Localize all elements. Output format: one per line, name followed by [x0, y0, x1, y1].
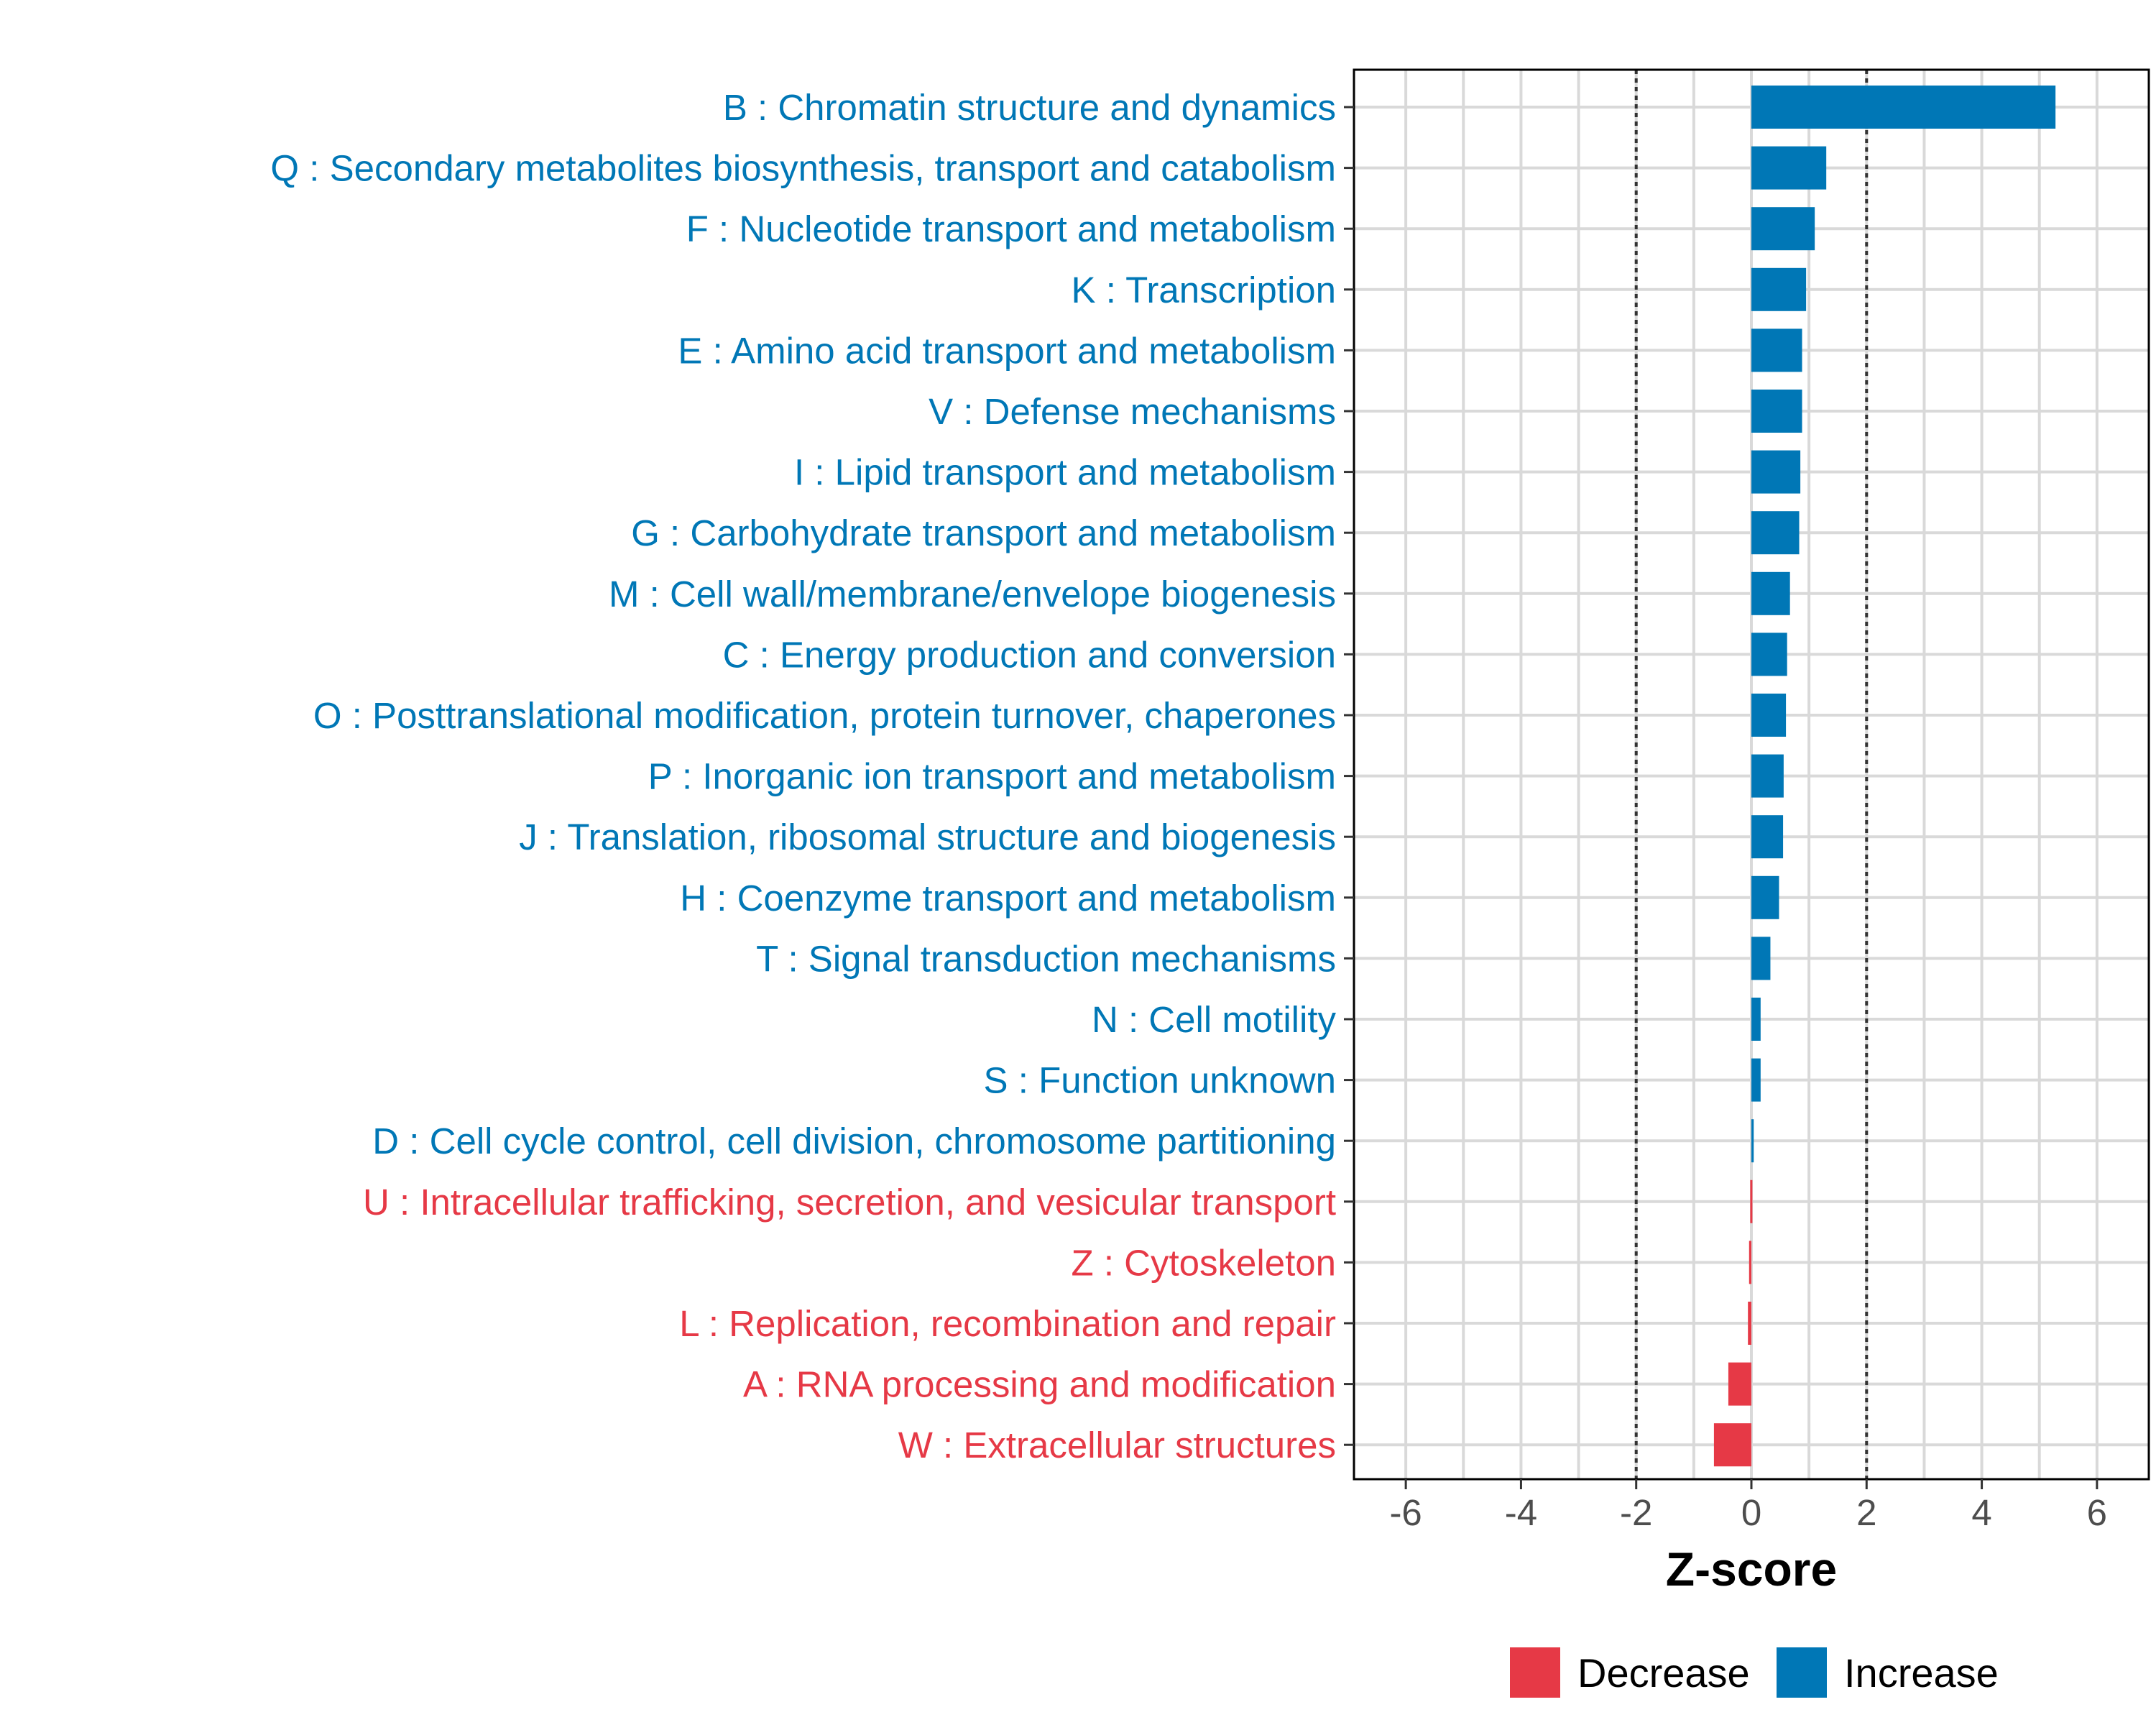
category-label: H : Coenzyme transport and metabolism [680, 878, 1336, 919]
category-label: C : Energy production and conversion [723, 634, 1336, 675]
legend-swatch [1510, 1647, 1560, 1698]
category-label: Q : Secondary metabolites biosynthesis, … [270, 148, 1336, 189]
category-label: K : Transcription [1072, 270, 1336, 310]
bar [1751, 754, 1784, 798]
bar [1751, 632, 1787, 676]
x-axis-title: Z-score [1666, 1542, 1837, 1596]
category-label: F : Nucleotide transport and metabolism [686, 208, 1336, 249]
bar [1751, 511, 1800, 555]
bar [1751, 328, 1802, 372]
bar [1751, 146, 1827, 190]
bar [1749, 1241, 1751, 1284]
category-label: J : Translation, ribosomal structure and… [519, 816, 1336, 857]
category-label: L : Replication, recombination and repai… [679, 1303, 1336, 1344]
category-label: T : Signal transduction mechanisms [756, 938, 1336, 979]
x-tick-label: 6 [2087, 1492, 2107, 1533]
category-label: P : Inorganic ion transport and metaboli… [648, 756, 1336, 797]
legend: Decrease Increase [1510, 1647, 1999, 1698]
category-labels: B : Chromatin structure and dynamics Q : … [270, 87, 1336, 1466]
bar [1751, 694, 1787, 737]
bar [1751, 267, 1807, 311]
category-label: Z : Cytoskeleton [1072, 1242, 1336, 1283]
bar [1751, 1058, 1761, 1102]
category-label: B : Chromatin structure and dynamics [723, 87, 1336, 128]
reference-lines [1634, 70, 1869, 1479]
category-label: D : Cell cycle control, cell division, c… [372, 1121, 1336, 1162]
bar [1751, 875, 1779, 919]
category-label: N : Cell motility [1092, 999, 1337, 1040]
y-axis-ticks [1344, 106, 1354, 1446]
bars [1713, 86, 2056, 1467]
bar [1751, 937, 1771, 980]
bar [1748, 1302, 1751, 1345]
bar [1751, 571, 1790, 615]
bar [1751, 390, 1802, 433]
legend-swatch [1777, 1647, 1827, 1698]
category-label: A : RNA processing and modification [743, 1364, 1336, 1405]
category-label: E : Amino acid transport and metabolism [678, 330, 1336, 371]
bar [1751, 815, 1784, 859]
x-tick-label: -2 [1620, 1492, 1652, 1533]
x-tick-label: -4 [1505, 1492, 1537, 1533]
x-tick-label: 0 [1741, 1492, 1761, 1533]
bar [1751, 86, 2056, 129]
bar [1751, 998, 1761, 1041]
x-tick-label: 4 [1971, 1492, 1991, 1533]
category-label: U : Intracellular trafficking, secretion… [363, 1182, 1336, 1223]
bar [1751, 207, 1815, 251]
bar [1728, 1362, 1751, 1406]
bar [1750, 1179, 1753, 1223]
x-tick-label: -6 [1389, 1492, 1422, 1533]
category-label: I : Lipid transport and metabolism [794, 452, 1336, 493]
bar [1751, 1119, 1754, 1163]
category-label: O : Posttranslational modification, prot… [313, 695, 1336, 736]
x-tick-label: 2 [1856, 1492, 1876, 1533]
category-label: W : Extracellular structures [898, 1425, 1336, 1466]
category-label: M : Cell wall/membrane/envelope biogenes… [609, 574, 1336, 615]
category-label: V : Defense mechanisms [929, 391, 1336, 432]
category-label: G : Carbohydrate transport and metabolis… [631, 512, 1336, 553]
legend-label: Increase [1844, 1650, 1999, 1696]
x-axis-ticks: -6 -4 -2 0 2 4 6 [1389, 1479, 2107, 1533]
category-label: S : Function unknown [984, 1060, 1336, 1101]
bar [1713, 1423, 1751, 1467]
legend-label: Decrease [1577, 1650, 1750, 1696]
bar [1751, 450, 1801, 494]
